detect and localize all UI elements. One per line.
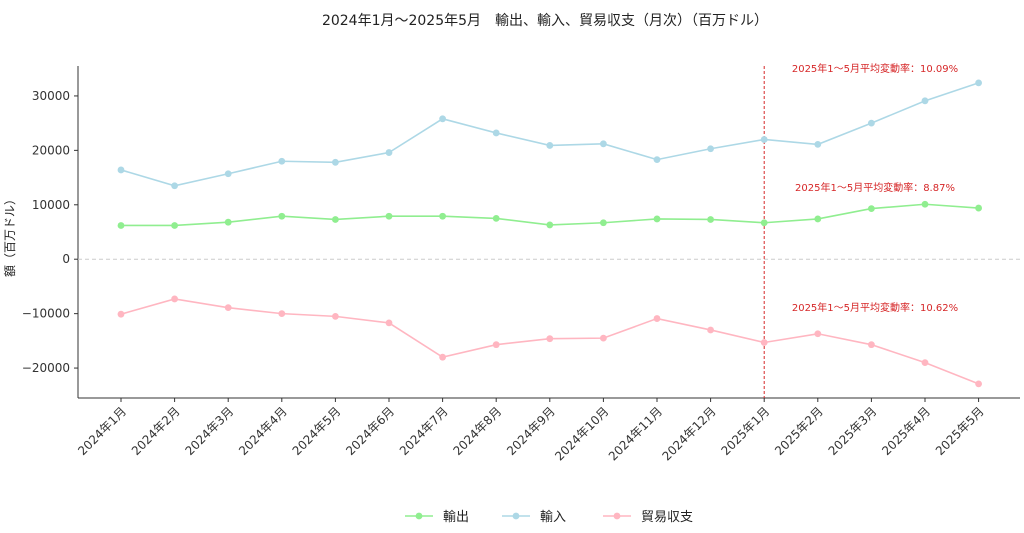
x-tick-label: 2024年11月 xyxy=(606,404,665,463)
data-point xyxy=(224,170,232,178)
data-point xyxy=(117,166,125,174)
x-tick-label: 2025年2月 xyxy=(772,404,826,458)
y-tick-label: 30000 xyxy=(32,89,70,103)
data-point xyxy=(278,310,286,318)
annotation-text: 2025年1～5月平均変動率：10.09% xyxy=(792,62,958,75)
data-point xyxy=(492,341,500,349)
x-tick-label: 2024年5月 xyxy=(290,404,344,458)
data-point xyxy=(814,215,822,223)
x-tick-label: 2025年4月 xyxy=(879,404,933,458)
data-point xyxy=(707,145,714,153)
data-point xyxy=(653,215,661,223)
legend-marker xyxy=(415,512,423,520)
x-tick-label: 2025年1月 xyxy=(718,404,772,458)
data-point xyxy=(171,222,179,229)
x-tick-label: 2024年3月 xyxy=(182,404,236,458)
data-point xyxy=(224,218,232,226)
y-tick-label: 20000 xyxy=(32,143,70,157)
data-point xyxy=(332,216,339,223)
y-tick-label: 0 xyxy=(62,252,70,266)
data-point xyxy=(921,359,929,367)
data-point xyxy=(171,295,179,303)
data-point xyxy=(278,212,286,220)
x-tick-label: 2024年7月 xyxy=(397,404,451,458)
data-point xyxy=(760,219,768,227)
legend-marker xyxy=(613,512,621,520)
data-point xyxy=(814,140,822,148)
x-tick-label: 2024年1月 xyxy=(75,404,129,458)
data-point xyxy=(439,115,446,123)
data-point xyxy=(707,326,714,334)
data-point xyxy=(117,222,125,229)
legend-label: 輸出 xyxy=(443,510,469,525)
data-point xyxy=(546,335,554,343)
data-point xyxy=(278,157,286,165)
x-tick-label: 2025年5月 xyxy=(933,404,987,458)
x-tick-label: 2024年10月 xyxy=(552,404,611,463)
chart-title: 2024年1月～2025年5月 輸出、輸入、貿易収支（月次）（百万ドル） xyxy=(322,13,768,29)
data-point xyxy=(921,200,929,208)
x-tick-label: 2024年8月 xyxy=(450,404,504,458)
data-point xyxy=(868,341,875,349)
data-point xyxy=(332,312,339,320)
x-tick-label: 2024年12月 xyxy=(659,404,718,463)
annotation-text: 2025年1～5月平均変動率：8.87% xyxy=(795,181,955,194)
legend-label: 輸入 xyxy=(540,510,566,525)
x-tick-label: 2024年2月 xyxy=(129,404,183,458)
x-tick-label: 2025年3月 xyxy=(826,404,880,458)
legend-marker xyxy=(512,512,520,520)
data-point xyxy=(760,136,768,143)
data-point xyxy=(439,353,446,361)
y-tick-label: −20000 xyxy=(22,361,70,375)
data-point xyxy=(600,334,607,342)
data-point xyxy=(760,339,768,346)
data-point xyxy=(600,140,607,148)
data-point xyxy=(546,142,554,149)
data-point xyxy=(171,182,179,190)
data-point xyxy=(546,221,554,229)
x-tick-label: 2024年9月 xyxy=(504,404,558,458)
annotation-text: 2025年1～5月平均変動率：10.62% xyxy=(792,301,958,314)
data-point xyxy=(975,204,982,212)
legend-label: 貿易収支 xyxy=(641,510,693,525)
data-point xyxy=(332,158,339,166)
data-point xyxy=(868,119,875,127)
data-point xyxy=(653,315,661,322)
data-point xyxy=(224,304,232,312)
data-point xyxy=(492,129,500,137)
data-point xyxy=(439,212,446,220)
x-tick-label: 2024年6月 xyxy=(343,404,397,458)
data-point xyxy=(117,310,125,318)
data-point xyxy=(814,330,822,338)
x-tick-label: 2024年4月 xyxy=(236,404,290,458)
data-point xyxy=(921,97,929,105)
data-point xyxy=(492,214,500,222)
data-point xyxy=(707,216,714,223)
data-point xyxy=(975,380,982,388)
data-point xyxy=(385,149,393,156)
data-point xyxy=(868,205,875,212)
data-point xyxy=(385,319,393,327)
data-point xyxy=(600,219,607,227)
data-point xyxy=(653,156,661,164)
data-point xyxy=(975,79,982,87)
y-axis-label: 額（百万ドル） xyxy=(3,193,17,277)
y-tick-label: 10000 xyxy=(32,198,70,212)
data-point xyxy=(385,212,393,220)
y-tick-label: −10000 xyxy=(22,307,70,321)
series-line xyxy=(120,82,979,187)
